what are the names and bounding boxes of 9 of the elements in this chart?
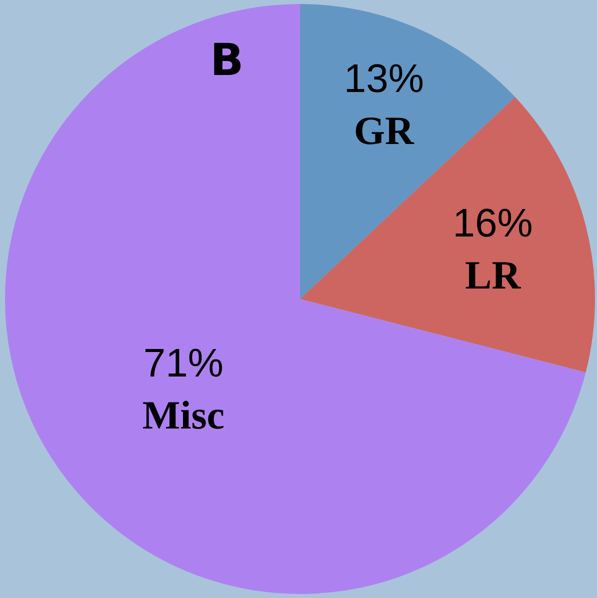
data-label: 16%	[452, 201, 533, 246]
data-label: 71%	[143, 341, 224, 386]
slice-label: GR	[354, 108, 415, 154]
slice-label: Misc	[142, 392, 225, 438]
pie-slice	[300, 97, 595, 372]
text: B	[210, 35, 244, 86]
slice-label: LR	[465, 252, 522, 298]
pie-slice	[5, 4, 586, 594]
data-label: 13%	[344, 57, 424, 102]
